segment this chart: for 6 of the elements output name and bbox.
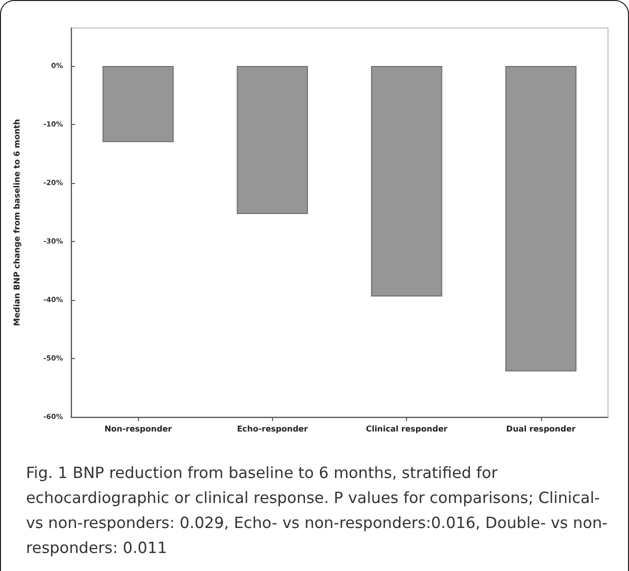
x-tick-label: Non-responder <box>104 424 172 434</box>
caption: Fig. 1 BNP reduction from baseline to 6 months, stratified for echocardiographic or clinical response. P values for comparisons; Clinical- vs non-responders: 0.029, Echo- vs non-responders:0.016, Double- vs non-responders: 0.011 <box>26 463 609 559</box>
x-tick-label: Echo-responder <box>236 424 308 434</box>
x-tick-label: Dual responder <box>506 424 576 434</box>
x-tick-label: Clinical responder <box>366 424 448 434</box>
y-axis-title: Median BNP change from baseline to 6 month <box>12 118 22 326</box>
